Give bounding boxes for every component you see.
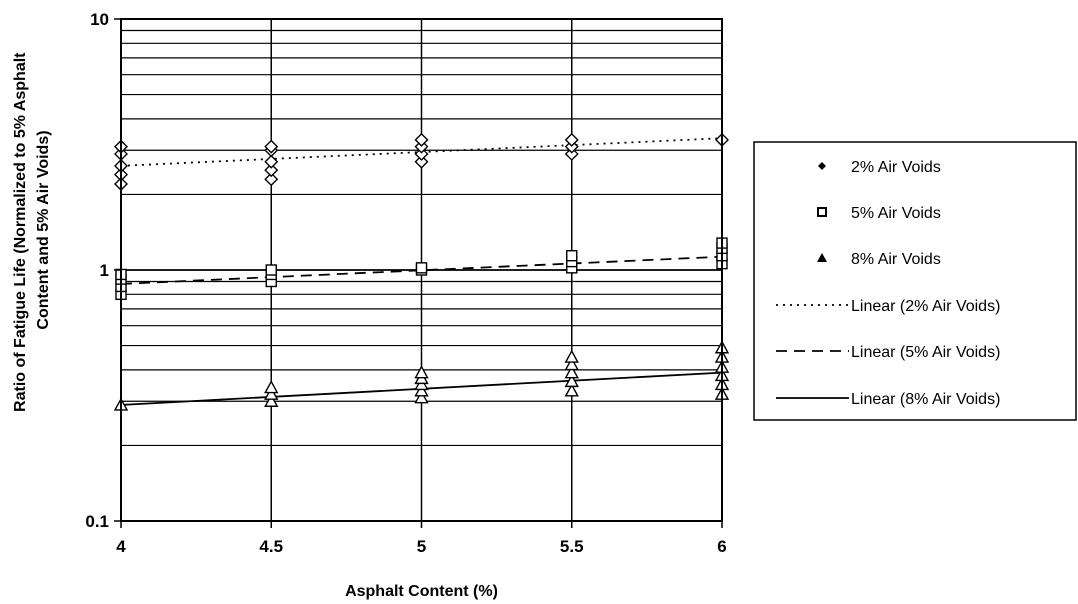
legend-label: 8% Air Voids (851, 251, 941, 268)
data-point-series-1 (414, 146, 429, 161)
legend-label: 5% Air Voids (851, 205, 941, 222)
y-axis-title: Ratio of Fatigue Life (Normalized to 5% … (12, 48, 52, 412)
legend-marker-square (817, 207, 827, 217)
legend-label: 2% Air Voids (851, 159, 941, 176)
data-point-series-2 (265, 264, 277, 276)
data-point-series-1 (264, 172, 279, 187)
legend: 2% Air Voids 5% Air Voids 8% Air Voids Line… (753, 141, 1077, 421)
y-axis-title-line-2: Content and 5% Air Voids) (35, 130, 52, 329)
data-point-series-3 (564, 349, 579, 363)
data-point-series-1 (414, 132, 429, 147)
data-point-series-3 (264, 393, 279, 407)
data-point-series-3 (264, 380, 279, 394)
x-tick-label: 4.5 (259, 537, 283, 556)
x-tick-label: 5.5 (560, 537, 584, 556)
data-point-series-3 (264, 386, 279, 400)
x-tick-label: 6 (717, 537, 726, 556)
y-tick-label: 0.1 (85, 512, 109, 531)
data-point-series-1 (264, 163, 279, 178)
data-point-series-2 (415, 262, 428, 274)
data-point-series-3 (414, 383, 429, 397)
y-axis-title-line-1: Ratio of Fatigue Life (Normalized to 5% … (12, 52, 29, 412)
y-tick-label: 1 (100, 261, 109, 280)
data-point-series-3 (414, 390, 429, 404)
x-tick-label: 5 (417, 537, 426, 556)
data-point-series-1 (564, 146, 579, 161)
data-point-series-1 (264, 139, 279, 154)
data-point-series-3 (564, 373, 579, 388)
x-axis-ticks: 4 4.5 5 5.5 6 (116, 521, 727, 556)
x-axis-title: Asphalt Content (%) (345, 583, 498, 600)
data-point-series-3 (414, 365, 429, 379)
y-axis-ticks: 0.1 1 10 (85, 10, 121, 531)
data-point-series-1 (564, 132, 579, 147)
legend-label: Linear (8% Air Voids) (851, 391, 1000, 408)
legend-label: Linear (5% Air Voids) (851, 344, 1000, 361)
y-tick-label: 10 (90, 10, 109, 29)
data-point-series-3 (564, 365, 579, 379)
data-point-series-3 (564, 383, 579, 397)
legend-marker-diamond (818, 162, 826, 170)
x-tick-label: 4 (116, 537, 126, 556)
data-point-series-2 (566, 250, 578, 262)
legend-label: Linear (2% Air Voids) (851, 298, 1000, 315)
trendline-2 (120, 255, 723, 285)
data-point-series-1 (264, 154, 279, 169)
legend-marker-triangle (817, 253, 827, 262)
legend-box (753, 141, 1077, 421)
data-point-series-3 (564, 357, 579, 371)
data-point-series-1 (414, 154, 429, 169)
